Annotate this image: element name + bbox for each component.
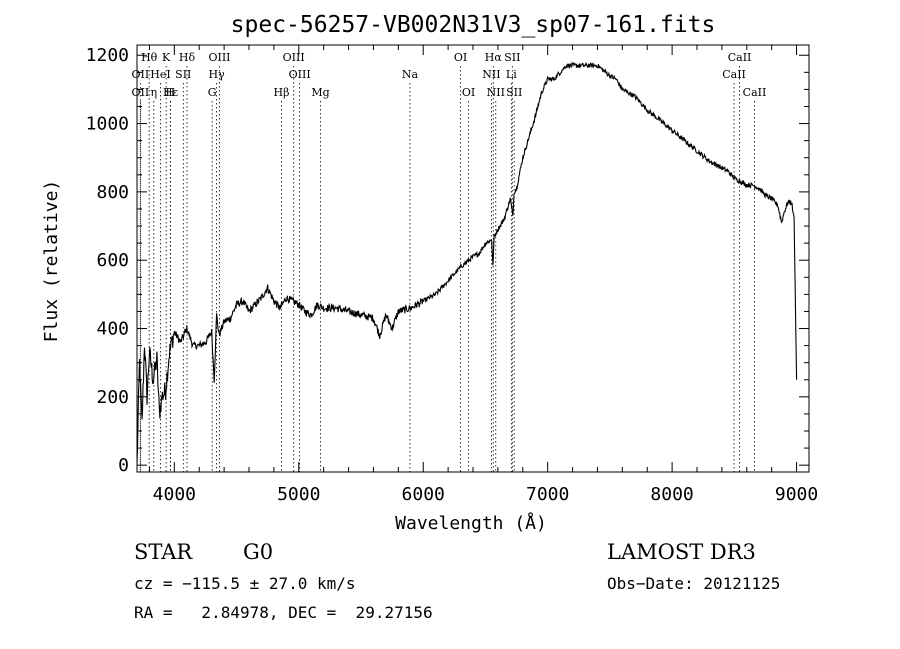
- line-marker-label: CaII: [728, 51, 752, 64]
- line-marker-label: H: [166, 86, 176, 99]
- line-marker-label: Hε: [163, 86, 179, 99]
- line-marker-label: Hβ: [274, 86, 290, 99]
- axis-ticks: 4000 5000 6000 7000 8000 9000 0 200 400 600 800 100…: [86, 45, 818, 505]
- y-tick-label: 0: [118, 455, 129, 476]
- coordinates: RA = 2.84978, DEC = 29.27156: [134, 603, 433, 622]
- x-axis-label: Wavelength (Å): [395, 512, 547, 534]
- spectrum-line: [136, 61, 798, 463]
- line-marker-label: K: [162, 51, 171, 64]
- x-tick-label: 8000: [650, 484, 693, 505]
- x-tick-label: 5000: [277, 484, 320, 505]
- subclass: G0: [243, 540, 274, 564]
- y-axis-label: Flux (relative): [41, 180, 62, 343]
- line-marker-label: SII: [504, 51, 520, 64]
- y-tick-label: 1200: [86, 45, 129, 66]
- line-marker-label: OIII: [289, 68, 311, 81]
- line-marker-label: Mg: [311, 86, 329, 99]
- line-marker-label: OIII: [208, 51, 230, 64]
- line-marker-label: Hθ: [141, 51, 158, 64]
- observation-date: Obs−Date: 20121125: [607, 574, 781, 593]
- line-marker-label: Hδ: [179, 51, 196, 64]
- survey-name: LAMOST DR3: [607, 540, 756, 564]
- y-tick-label: 800: [96, 182, 129, 203]
- y-tick-label: 400: [96, 319, 129, 340]
- line-marker-label: OIII: [283, 51, 305, 64]
- x-tick-label: 4000: [153, 484, 196, 505]
- line-marker-label: CaII: [722, 68, 746, 81]
- line-marker-label: OI: [454, 51, 467, 64]
- line-marker-label: OII: [132, 68, 150, 81]
- x-tick-label: 7000: [526, 484, 569, 505]
- line-marker-label: NII: [487, 86, 505, 99]
- line-marker-label: CaII: [743, 86, 767, 99]
- redshift-velocity: cz = −115.5 ± 27.0 km/s: [134, 574, 356, 593]
- line-marker-label: OII: [132, 86, 150, 99]
- line-marker-label: Li: [506, 68, 517, 81]
- line-marker-label: HeI: [150, 68, 170, 81]
- y-tick-label: 1000: [86, 114, 129, 135]
- y-tick-label: 600: [96, 250, 129, 271]
- line-marker-label: G: [208, 86, 217, 99]
- y-tick-label: 200: [96, 387, 129, 408]
- line-marker-label: SII: [175, 68, 191, 81]
- x-tick-label: 6000: [402, 484, 445, 505]
- line-marker-label: OI: [462, 86, 475, 99]
- chart-title: spec-56257-VB002N31V3_sp07-161.fits: [231, 12, 716, 38]
- line-marker-label: NII: [482, 68, 500, 81]
- line-marker-label: η: [151, 86, 158, 99]
- plot-frame: [136, 44, 810, 473]
- object-type: STAR: [134, 540, 193, 564]
- line-marker-label: SII: [506, 86, 522, 99]
- line-marker-label: Hα: [485, 51, 503, 64]
- x-tick-label: 9000: [775, 484, 818, 505]
- line-marker-label: Hγ: [209, 68, 226, 81]
- line-marker-label: Na: [402, 68, 419, 81]
